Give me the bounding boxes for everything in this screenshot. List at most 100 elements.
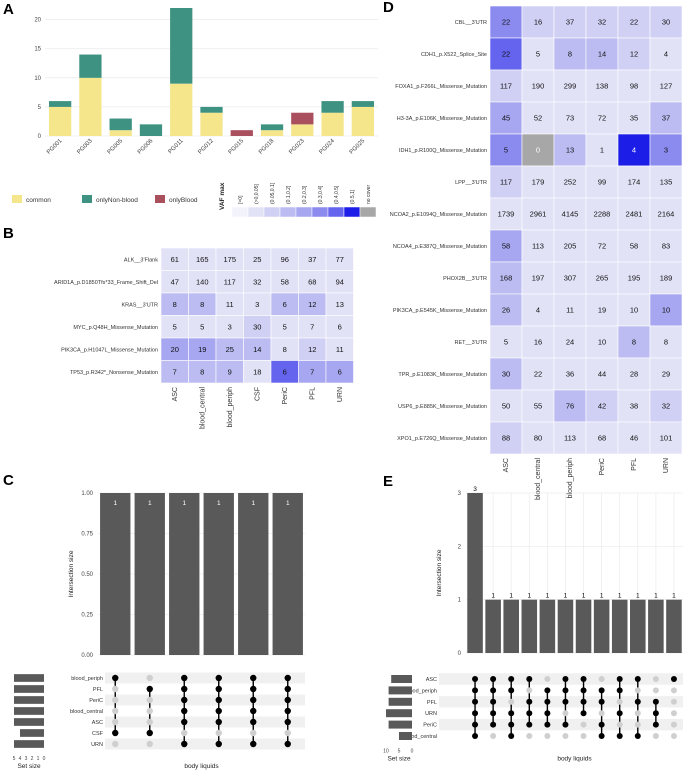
intersection-bar (100, 493, 131, 655)
x-tick-label: PG023 (288, 138, 306, 156)
bar-segment-onlyNon-blood (139, 124, 163, 136)
heatmap-cell (617, 357, 651, 391)
matrix-dot-filled (215, 707, 222, 715)
matrix-dot-filled (508, 710, 515, 717)
heatmap-cell (521, 133, 555, 167)
matrix-dot-filled (562, 676, 569, 682)
matrix-dot-filled (490, 676, 497, 682)
heatmap-cell-value: 19 (198, 345, 206, 354)
heatmap-row-label: MYC_p.Q48H_Missense_Mutation (73, 325, 158, 331)
bar-segment-common (170, 83, 193, 136)
set-size-bar (20, 729, 44, 737)
matrix-dot-filled (526, 698, 533, 705)
heatmap-cell-value: 165 (196, 255, 209, 264)
bar-value-label: 1 (217, 500, 221, 507)
bar-value-label: 1 (491, 593, 495, 600)
heatmap-cell (553, 101, 587, 135)
vaf-legend-swatch (231, 206, 249, 218)
matrix-dot-empty (526, 733, 533, 739)
matrix-dot-empty (562, 733, 569, 739)
matrix-dot-filled (215, 674, 222, 682)
vaf-legend-swatch (279, 206, 297, 218)
matrix-dot-filled (526, 676, 533, 682)
matrix-dot-filled (562, 687, 569, 694)
bar-segment-onlyNon-blood (109, 118, 132, 131)
intersection-bar (169, 493, 200, 655)
matrix-dot-filled (250, 707, 257, 715)
heatmap-d: CBL__3'UTR 22 16 37 32 22 30CDH1_p.X522_Splice… (390, 5, 683, 500)
matrix-row-stripe (105, 716, 305, 728)
set-size-bar (391, 675, 412, 683)
matrix-dot-filled (652, 710, 659, 717)
bar-segment-common (291, 124, 314, 136)
heatmap-cell-value: 32 (253, 277, 261, 286)
heatmap-cell (553, 261, 587, 295)
matrix-dot-empty (146, 740, 153, 748)
matrix-dot-filled (284, 718, 291, 726)
y-tick-label: 0.25 (81, 613, 93, 619)
heatmap-cell-value: 30 (662, 18, 670, 27)
heatmap-cell (585, 357, 619, 391)
panel-label-a: A (3, 1, 14, 18)
vaf-legend-swatch (247, 206, 265, 218)
heatmap-cell-value: 175 (223, 255, 236, 264)
heatmap-cell-value: 5 (536, 50, 540, 59)
heatmap-cell (521, 165, 555, 199)
matrix-row-stripe (439, 718, 683, 731)
panel-label-c: C (3, 472, 14, 489)
matrix-dot-filled (526, 710, 533, 717)
matrix-dot-filled (634, 698, 641, 705)
heatmap-cell-value: 11 (226, 300, 234, 309)
matrix-dot-empty (146, 707, 153, 715)
set-size-bar (388, 697, 412, 706)
intersection-bar (575, 599, 592, 653)
heatmap-cell (617, 325, 651, 359)
set-size-bar (399, 732, 412, 740)
matrix-dot-filled (580, 698, 587, 705)
heatmap-cell-value: 13 (336, 300, 344, 309)
matrix-dot-filled (562, 721, 569, 728)
heatmap-cell (649, 389, 683, 423)
matrix-dot-filled (508, 733, 515, 739)
heatmap-cell-value: 5 (283, 322, 287, 331)
matrix-dot-filled (616, 687, 623, 694)
heatmap-cell-value: 3 (255, 300, 259, 309)
bar-segment-onlyBlood (230, 130, 253, 136)
x-tick-label: PG006 (137, 138, 155, 156)
heatmap-cell (585, 5, 619, 39)
upset-plot-c: 0.00 0.25 0.50 0.75 1.00 Intersection size 1 1 1… (13, 491, 305, 770)
matrix-dot-filled (472, 710, 479, 717)
heatmap-cell-value: 28 (630, 370, 638, 379)
heatmap-cell (585, 101, 619, 135)
vaf-legend-label: (0.5,1] (350, 189, 356, 204)
intersection-bar (539, 599, 556, 653)
heatmap-cell-value: 29 (662, 370, 670, 379)
heatmap-col-label: URN (663, 458, 670, 473)
set-size-tick: 5 (398, 748, 401, 754)
heatmap-cell-value: 44 (598, 370, 606, 379)
heatmap-row-label: USP6_p.E885K_Missense_Mutation (398, 404, 487, 410)
heatmap-cell-value: 2164 (658, 210, 675, 219)
legend-swatch (155, 195, 165, 203)
set-size-bar (388, 686, 412, 695)
matrix-dot-empty (146, 674, 153, 682)
matrix-dot-filled (112, 674, 119, 682)
heatmap-cell-value: 47 (171, 277, 179, 286)
heatmap-row-label: TPR_p.E1083K_Missense_Mutation (398, 372, 487, 378)
legend-swatch (12, 195, 22, 203)
legend-label: onlyBlood (169, 197, 198, 204)
matrix-dot-filled (598, 721, 605, 728)
heatmap-cell-value: 197 (532, 274, 545, 283)
matrix-dot-filled (544, 687, 551, 694)
heatmap-cell-value: 18 (253, 367, 261, 376)
bar-value-label: 1 (636, 593, 640, 600)
heatmap-col-label: blood_periph (227, 387, 234, 428)
y-tick-label: 10 (34, 76, 41, 82)
matrix-dot-empty (652, 676, 659, 682)
heatmap-col-label: ASC (172, 387, 179, 401)
matrix-dot-empty (634, 687, 641, 694)
heatmap-col-label: PeriC (282, 387, 289, 405)
matrix-dot-empty (634, 721, 641, 728)
heatmap-cell-value: 35 (630, 114, 638, 123)
heatmap-cell-value: 45 (502, 114, 510, 123)
